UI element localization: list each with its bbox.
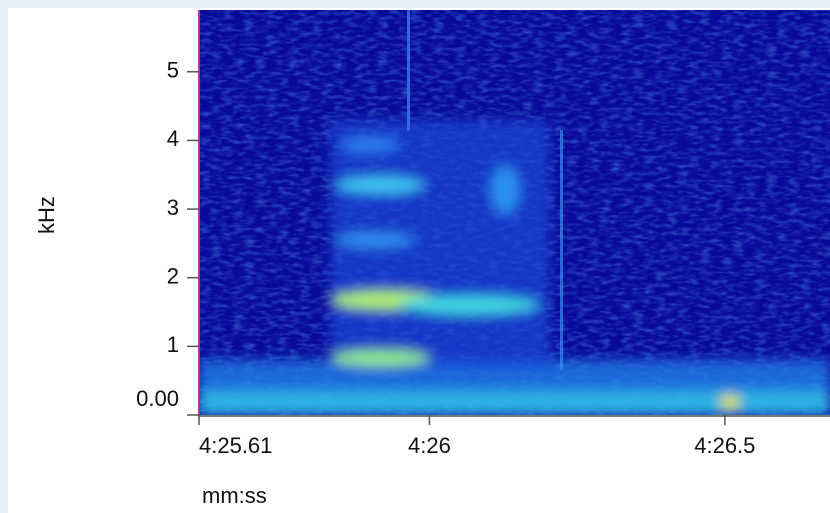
y-tick-label: 1 xyxy=(167,332,179,357)
y-tick-label: 3 xyxy=(167,195,179,220)
x-tick-label: 4:25.61 xyxy=(199,433,272,458)
y-tick-label: 2 xyxy=(167,264,179,289)
y-tick-label: 0.00 xyxy=(136,386,179,411)
x-tick-label: 4:26 xyxy=(408,433,451,458)
y-tick-label: 5 xyxy=(167,58,179,83)
x-tick-label: 4:26.5 xyxy=(694,433,755,458)
x-axis-label: mm:ss xyxy=(202,483,267,508)
spectrogram-image xyxy=(199,10,830,415)
y-axis-label: kHz xyxy=(34,196,59,234)
y-tick-label: 4 xyxy=(167,126,179,151)
